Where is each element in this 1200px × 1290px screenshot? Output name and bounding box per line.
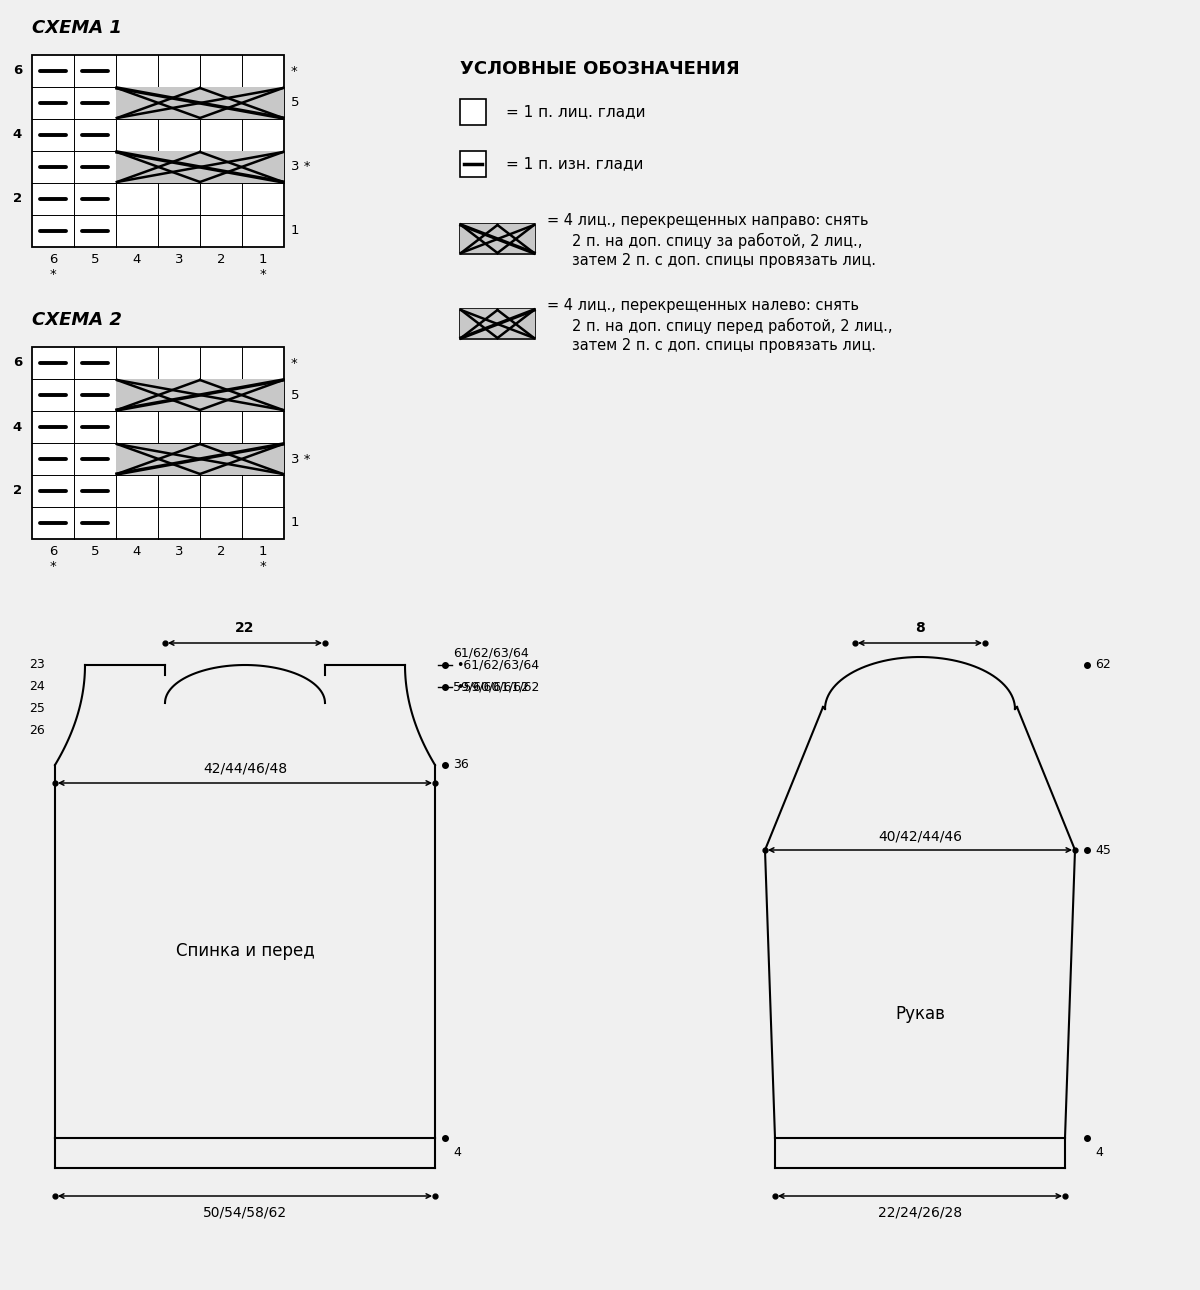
Bar	[116, 444, 283, 475]
Text: 3: 3	[175, 544, 184, 559]
Text: затем 2 п. с доп. спицы провязать лиц.: затем 2 п. с доп. спицы провязать лиц.	[572, 338, 876, 353]
Bar	[460, 310, 535, 339]
Text: 50/54/58/62: 50/54/58/62	[203, 1206, 287, 1220]
Text: 6: 6	[13, 356, 22, 369]
Text: 42/44/46/48: 42/44/46/48	[203, 762, 287, 777]
Text: УСЛОВНЫЕ ОБОЗНАЧЕНИЯ: УСЛОВНЫЕ ОБОЗНАЧЕНИЯ	[460, 61, 739, 77]
Text: 4: 4	[133, 544, 142, 559]
Text: 22/24/26/28: 22/24/26/28	[878, 1206, 962, 1220]
Text: Спинка и перед: Спинка и перед	[175, 943, 314, 961]
Text: 2: 2	[217, 253, 226, 266]
Text: 59/60/61/62: 59/60/61/62	[454, 681, 529, 694]
Text: 4: 4	[1096, 1147, 1103, 1160]
Text: СХЕМА 1: СХЕМА 1	[32, 19, 122, 37]
Text: 5: 5	[91, 253, 100, 266]
Text: 40/42/44/46: 40/42/44/46	[878, 829, 962, 842]
Bar	[116, 88, 283, 119]
Bar	[116, 379, 283, 410]
Text: *: *	[290, 64, 298, 77]
Bar	[32, 347, 284, 539]
Text: •59/60/61/62: •59/60/61/62	[456, 681, 539, 694]
Text: 5: 5	[290, 97, 300, 110]
Text: 1
*: 1 *	[259, 253, 268, 281]
Text: 6: 6	[13, 64, 22, 77]
Text: = 4 лиц., перекрещенных направо: снять: = 4 лиц., перекрещенных направо: снять	[547, 214, 869, 228]
Text: 5: 5	[290, 388, 300, 401]
Text: 2: 2	[217, 544, 226, 559]
Text: СХЕМА 2: СХЕМА 2	[32, 311, 122, 329]
Text: 1: 1	[290, 224, 300, 237]
Text: 3: 3	[175, 253, 184, 266]
Bar	[460, 99, 486, 125]
Text: 61/62/63/64: 61/62/63/64	[454, 648, 529, 660]
Text: 26: 26	[29, 725, 46, 738]
Bar	[461, 224, 534, 254]
Text: 4: 4	[13, 129, 22, 142]
Text: 1
*: 1 *	[259, 544, 268, 573]
Text: = 1 п. изн. глади: = 1 п. изн. глади	[506, 156, 643, 172]
Text: = 4 лиц., перекрещенных налево: снять: = 4 лиц., перекрещенных налево: снять	[547, 298, 859, 313]
Text: 62: 62	[1096, 658, 1111, 672]
Bar	[116, 151, 283, 182]
Text: 4: 4	[454, 1147, 461, 1160]
Text: 6
*: 6 *	[49, 253, 58, 281]
Bar	[460, 151, 486, 177]
Text: 6
*: 6 *	[49, 544, 58, 573]
Text: 24: 24	[29, 681, 46, 694]
Text: 23: 23	[29, 658, 46, 672]
Text: = 1 п. лиц. глади: = 1 п. лиц. глади	[506, 104, 646, 120]
Text: 4: 4	[13, 421, 22, 433]
Text: 4: 4	[133, 253, 142, 266]
Text: затем 2 п. с доп. спицы провязать лиц.: затем 2 п. с доп. спицы провязать лиц.	[572, 254, 876, 268]
Text: •61/62/63/64: •61/62/63/64	[456, 658, 539, 672]
Text: 45: 45	[1096, 844, 1111, 857]
Text: 5: 5	[91, 544, 100, 559]
Text: 2: 2	[13, 192, 22, 205]
Bar	[32, 55, 284, 246]
Text: 2 п. на доп. спицу за работой, 2 лиц.,: 2 п. на доп. спицу за работой, 2 лиц.,	[572, 233, 863, 249]
Text: 36: 36	[454, 759, 469, 771]
Text: 22: 22	[235, 620, 254, 635]
Bar	[460, 224, 535, 254]
Text: 3 *: 3 *	[290, 160, 311, 173]
Text: Рукав: Рукав	[895, 1005, 944, 1023]
Text: 25: 25	[29, 703, 46, 716]
Text: 2: 2	[13, 485, 22, 498]
Text: 8: 8	[916, 620, 925, 635]
Text: 2 п. на доп. спицу перед работой, 2 лиц.,: 2 п. на доп. спицу перед работой, 2 лиц.…	[572, 317, 893, 334]
Text: 1: 1	[290, 516, 300, 529]
Bar	[461, 310, 534, 338]
Text: 3 *: 3 *	[290, 453, 311, 466]
Text: *: *	[290, 356, 298, 369]
